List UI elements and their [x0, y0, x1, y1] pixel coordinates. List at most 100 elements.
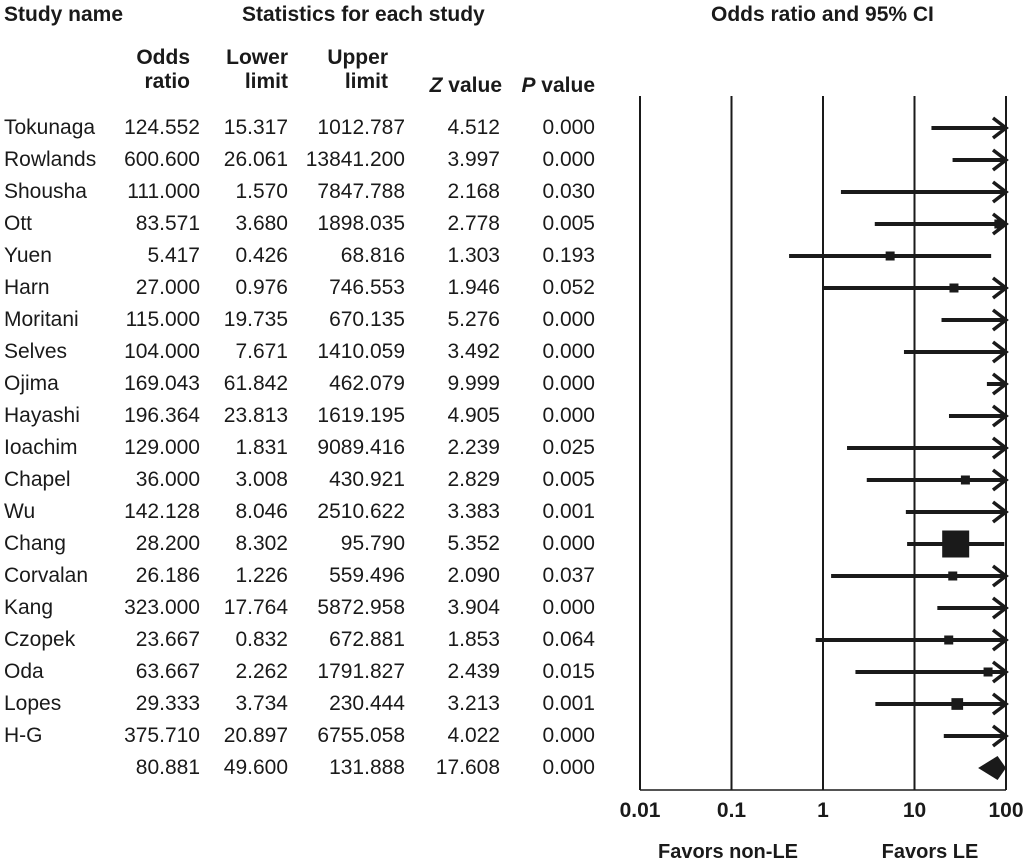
- upper-limit-cell: 462.079: [329, 372, 405, 395]
- table-row: Ioachim 129.000 1.831 9089.416 2.239 0.025: [0, 432, 620, 464]
- odds-ratio-cell: 63.667: [135, 660, 200, 683]
- lower-limit-cell: 0.976: [235, 276, 288, 299]
- lower-limit-cell: 26.061: [223, 148, 288, 171]
- col-p-value: P value: [505, 74, 595, 98]
- p-value-cell: 0.000: [542, 340, 595, 363]
- table-row: Moritani 115.000 19.735 670.135 5.276 0.000: [0, 304, 620, 336]
- table-row: Selves 104.000 7.671 1410.059 3.492 0.000: [0, 336, 620, 368]
- lower-limit-cell: 3.680: [235, 212, 288, 235]
- pooled-diamond: [978, 756, 1006, 780]
- study-name-header: Study name: [4, 3, 124, 26]
- ci-arrow: [991, 500, 1009, 524]
- p-value-cell: 0.000: [542, 116, 595, 139]
- p-value-cell: 0.193: [542, 244, 595, 267]
- col-upper-limit-line2: limit: [344, 70, 388, 93]
- p-value-cell: 0.001: [542, 692, 595, 715]
- study-name-cell: Oda: [4, 660, 44, 683]
- point-estimate: [948, 571, 958, 581]
- study-name-cell: Moritani: [4, 308, 79, 331]
- col-odds-ratio-line2: ratio: [144, 70, 190, 93]
- col-z-symbol: Z: [429, 74, 443, 97]
- x-tick-label: 1: [817, 799, 829, 822]
- col-odds-ratio-line1: Odds: [136, 46, 190, 69]
- lower-limit-cell: 8.302: [235, 532, 288, 555]
- upper-limit-cell: 95.790: [340, 532, 405, 555]
- study-name-cell: Czopek: [4, 628, 76, 651]
- ci-arrow: [991, 116, 1009, 140]
- p-value-cell: 0.005: [542, 468, 595, 491]
- ci-arrow: [991, 404, 1009, 428]
- odds-ratio-cell: 196.364: [124, 404, 200, 427]
- upper-limit-cell: 430.921: [329, 468, 405, 491]
- ci-arrow: [991, 596, 1009, 620]
- z-value-cell: 9.999: [447, 372, 500, 395]
- x-tick-label: 0.01: [620, 799, 661, 822]
- z-value-cell: 3.904: [447, 596, 500, 619]
- upper-limit-cell: 1410.059: [317, 340, 405, 363]
- ci-arrow: [991, 724, 1009, 748]
- z-value-cell: 4.022: [447, 724, 500, 747]
- odds-ratio-cell: 111.000: [127, 180, 200, 203]
- table-row: Harn 27.000 0.976 746.553 1.946 0.052: [0, 272, 620, 304]
- col-lower-limit-line2: limit: [244, 70, 288, 93]
- table-row: Wu 142.128 8.046 2510.622 3.383 0.001: [0, 496, 620, 528]
- point-estimate: [942, 530, 970, 558]
- p-value-cell: 0.052: [542, 276, 595, 299]
- z-value-cell: 17.608: [435, 756, 500, 779]
- p-value-cell: 0.030: [542, 180, 595, 203]
- ci-arrow: [991, 628, 1009, 652]
- pooled-row: 80.881 49.600 131.888 17.608 0.000: [0, 752, 620, 784]
- upper-limit-cell: 9089.416: [317, 436, 405, 459]
- odds-ratio-cell: 323.000: [124, 596, 200, 619]
- z-value-cell: 1.303: [447, 244, 500, 267]
- ci-arrow: [991, 308, 1009, 332]
- upper-limit-cell: 230.444: [329, 692, 405, 715]
- upper-limit-cell: 672.881: [329, 628, 405, 651]
- favors-right-label: Favors LE: [882, 841, 979, 863]
- z-value-cell: 2.778: [447, 212, 500, 235]
- p-value-cell: 0.001: [542, 500, 595, 523]
- odds-ratio-cell: 23.667: [135, 628, 200, 651]
- col-odds-ratio: Odds ratio: [110, 46, 190, 94]
- col-lower-limit-line1: Lower: [226, 46, 288, 69]
- point-estimate: [983, 667, 993, 677]
- z-value-cell: 2.090: [447, 564, 500, 587]
- z-value-cell: 3.383: [447, 500, 500, 523]
- lower-limit-cell: 1.226: [235, 564, 288, 587]
- p-value-cell: 0.000: [542, 404, 595, 427]
- z-value-cell: 2.829: [447, 468, 500, 491]
- odds-ratio-cell: 5.417: [147, 244, 200, 267]
- z-value-cell: 1.946: [447, 276, 500, 299]
- study-name-cell: Ioachim: [4, 436, 78, 459]
- z-value-cell: 4.905: [447, 404, 500, 427]
- study-name-cell: Ojima: [4, 372, 59, 395]
- point-estimate: [949, 283, 959, 293]
- p-value-cell: 0.064: [542, 628, 595, 651]
- lower-limit-cell: 1.570: [235, 180, 288, 203]
- ci-arrow: [991, 372, 1009, 396]
- lower-limit-cell: 0.426: [235, 244, 288, 267]
- table-row: Hayashi 196.364 23.813 1619.195 4.905 0.000: [0, 400, 620, 432]
- point-estimate: [885, 251, 895, 261]
- lower-limit-cell: 3.734: [235, 692, 288, 715]
- ci-arrow: [991, 276, 1009, 300]
- lower-limit-cell: 17.764: [223, 596, 288, 619]
- table-row: Lopes 29.333 3.734 230.444 3.213 0.001: [0, 688, 620, 720]
- odds-ratio-cell: 29.333: [135, 692, 200, 715]
- lower-limit-cell: 8.046: [235, 500, 288, 523]
- odds-ratio-cell: 26.186: [135, 564, 200, 587]
- table-row: Czopek 23.667 0.832 672.881 1.853 0.064: [0, 624, 620, 656]
- point-estimate: [994, 219, 1004, 229]
- odds-ratio-cell: 115.000: [125, 308, 200, 331]
- p-value-cell: 0.025: [542, 436, 595, 459]
- odds-ratio-cell: 83.571: [135, 212, 200, 235]
- ci-arrow: [991, 148, 1009, 172]
- lower-limit-cell: 23.813: [223, 404, 288, 427]
- study-name-cell: Chapel: [4, 468, 71, 491]
- study-name-cell: Corvalan: [4, 564, 89, 587]
- study-name-cell: Chang: [4, 532, 66, 555]
- study-name-cell: H-G: [4, 724, 43, 747]
- lower-limit-cell: 3.008: [235, 468, 288, 491]
- z-value-cell: 4.512: [447, 116, 500, 139]
